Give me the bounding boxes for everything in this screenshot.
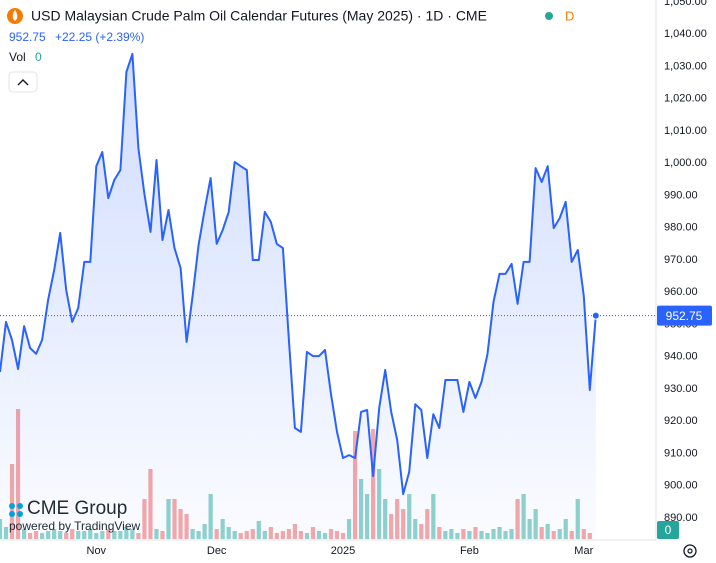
settings-icon-center — [687, 548, 693, 554]
x-tick-label: Feb — [460, 545, 479, 557]
settings-icon[interactable] — [683, 544, 697, 558]
area — [0, 53, 596, 540]
y-tick-label: 1,050.00 — [664, 0, 707, 8]
y-tick-label: 990.00 — [664, 189, 698, 201]
last-price-dot — [591, 311, 600, 320]
x-tick-label: 2025 — [331, 545, 355, 557]
y-tick-label: 970.00 — [664, 254, 698, 266]
market-status-dot — [545, 12, 553, 20]
collapse-chevron — [17, 79, 29, 86]
y-tick-label: 1,010.00 — [664, 125, 707, 137]
volume-legend-value: 0 — [35, 50, 42, 64]
y-tick-label: 890.00 — [664, 512, 698, 524]
branding-powered: powered by TradingView — [9, 519, 141, 533]
collapse-button[interactable] — [8, 71, 38, 93]
cme-logo-dot — [17, 503, 23, 509]
price-label-box — [657, 305, 712, 326]
x-tick-label: Nov — [87, 545, 107, 557]
y-tick-label: 980.00 — [664, 222, 698, 234]
y-tick-label: 940.00 — [664, 351, 698, 363]
volume-legend-label: Vol — [9, 50, 26, 64]
cme-logo-dot — [9, 511, 15, 517]
cme-logo-dot — [17, 511, 23, 517]
last-price: 952.75 — [9, 30, 46, 44]
price-line — [0, 52, 597, 496]
x-tick-label: Mar — [574, 545, 593, 557]
y-tick-label: 1,040.00 — [664, 28, 707, 40]
y-tick-label: 1,030.00 — [664, 60, 707, 72]
y-tick-label: 920.00 — [664, 415, 698, 427]
volume-label-box — [657, 521, 679, 539]
symbol-logo-icon — [12, 10, 18, 21]
price-label: 952.75 — [666, 309, 703, 323]
y-tick-label: 1,020.00 — [664, 93, 707, 105]
cme-logo-dot — [9, 503, 15, 509]
branding-logo: CME Group — [27, 498, 127, 519]
x-tick-label: Dec — [207, 545, 227, 557]
volume-label: 0 — [665, 523, 672, 537]
y-tick-label: 960.00 — [664, 286, 698, 298]
status-letter[interactable]: D — [565, 8, 574, 23]
plot-area — [0, 52, 656, 540]
y-tick-label: 930.00 — [664, 383, 698, 395]
price-change: +22.25 (+2.39%) — [55, 30, 144, 44]
y-tick-label: 900.00 — [664, 480, 698, 492]
chart-title: USD Malaysian Crude Palm Oil Calendar Fu… — [31, 8, 487, 24]
y-tick-label: 910.00 — [664, 447, 698, 459]
y-tick-label: 1,000.00 — [664, 157, 707, 169]
